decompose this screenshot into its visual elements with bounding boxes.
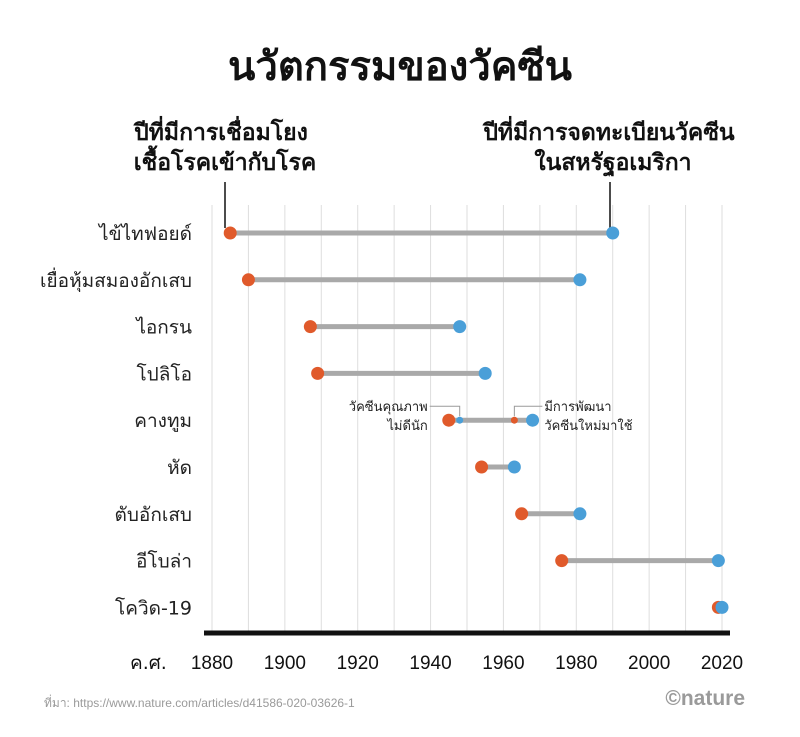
end-point xyxy=(715,600,729,614)
start-point xyxy=(555,554,569,568)
annotations: วัคซีนคุณภาพไม่ดีนัก มีการพัฒนาวัคซีนใหม่… xyxy=(349,399,633,434)
mid-point xyxy=(456,416,464,424)
end-label-line-1: ปีที่มีการจดทะเบียนวัคซีน xyxy=(482,115,735,146)
start-label-line-1: ปีที่มีการเชื่อมโยง xyxy=(133,115,308,146)
x-axis-ticks: 1880 1900 1920 1940 1960 1980 2000 2020 xyxy=(191,653,743,674)
end-label-line-2: ในสหรัฐอเมริกา xyxy=(534,148,691,177)
source-note: ที่มา: https://www.nature.com/articles/d… xyxy=(44,694,355,710)
x-tick-1880: 1880 xyxy=(191,653,233,674)
end-point xyxy=(606,226,620,240)
start-column-label: ปีที่มีการเชื่อมโยง เชื้อโรคเข้ากับโรค xyxy=(133,115,317,176)
nature-logo: ©nature xyxy=(665,687,745,710)
x-tick-1960: 1960 xyxy=(482,653,524,674)
start-point xyxy=(515,507,529,521)
end-point xyxy=(711,554,725,568)
end-point xyxy=(573,507,587,521)
end-point xyxy=(573,273,587,287)
disease-rows: ไข้ไทฟอยด์เยื่อหุ้มสมองอักเสบไอกรนโปลิโอ… xyxy=(40,223,729,619)
end-point xyxy=(507,460,521,474)
start-label-line-2: เชื้อโรคเข้ากับโรค xyxy=(134,145,317,176)
row-label: ไข้ไทฟอยด์ xyxy=(97,223,192,245)
annotation-line: วัคซีนคุณภาพ xyxy=(349,399,428,415)
row-label: โควิด-19 xyxy=(115,596,192,619)
row-label: คางทูม xyxy=(134,410,192,432)
end-point xyxy=(453,320,467,334)
row-label: ไอกรน xyxy=(134,317,192,339)
annotation-line: วัคซีนใหม่มาใช้ xyxy=(544,418,632,434)
start-point xyxy=(241,273,255,287)
annotation-leader xyxy=(513,405,543,417)
x-tick-1980: 1980 xyxy=(555,653,597,674)
annotation-new-vaccine: มีการพัฒนาวัคซีนใหม่มาใช้ xyxy=(544,399,632,434)
start-point xyxy=(475,460,489,474)
annotation-line: มีการพัฒนา xyxy=(544,399,611,415)
chart-title: นวัตกรรมของวัคซีน xyxy=(228,44,572,90)
start-point xyxy=(303,320,317,334)
start-point xyxy=(311,366,325,380)
annotation-low-quality: วัคซีนคุณภาพไม่ดีนัก xyxy=(349,399,428,434)
row-label: โปลิโอ xyxy=(136,362,192,385)
end-point xyxy=(526,413,540,427)
x-tick-2020: 2020 xyxy=(701,653,743,674)
x-tick-2000: 2000 xyxy=(628,653,670,674)
x-tick-1940: 1940 xyxy=(409,653,451,674)
row-label: หัด xyxy=(167,457,192,479)
end-column-label: ปีที่มีการจดทะเบียนวัคซีน ในสหรัฐอเมริกา xyxy=(482,115,743,177)
start-point xyxy=(442,413,456,427)
annotation-line: ไม่ดีนัก xyxy=(386,418,427,434)
row-label: อีโบล่า xyxy=(136,550,192,573)
mid-point xyxy=(510,416,518,424)
annotation-leader xyxy=(429,405,461,417)
x-tick-1900: 1900 xyxy=(264,653,306,674)
end-point xyxy=(478,366,492,380)
x-tick-1920: 1920 xyxy=(337,653,379,674)
start-point xyxy=(223,226,237,240)
x-axis-prefix: ค.ศ. xyxy=(130,652,167,674)
row-label: ตับอักเสบ xyxy=(115,504,192,526)
row-label: เยื่อหุ้มสมองอักเสบ xyxy=(40,267,192,293)
